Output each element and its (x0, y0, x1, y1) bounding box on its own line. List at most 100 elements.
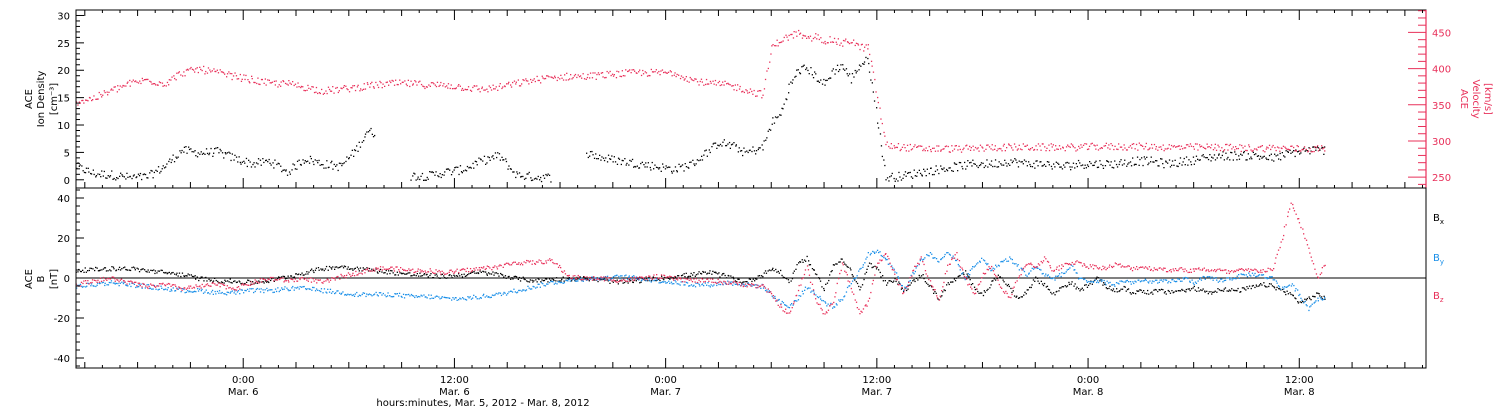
bx-point (145, 270, 147, 273)
bx-point (1171, 290, 1173, 292)
velocity-point (277, 86, 279, 88)
ion-density-point (447, 168, 449, 170)
velocity-point (772, 44, 774, 46)
bx-point (280, 276, 283, 278)
velocity-point (1016, 149, 1018, 151)
bz-point (547, 259, 549, 261)
velocity-point (525, 80, 528, 82)
ion-density-point (188, 146, 190, 148)
bx-point (1143, 290, 1145, 292)
bz-point (864, 305, 866, 307)
ion-density-point (175, 156, 177, 158)
bx-point (332, 266, 334, 268)
by-point (690, 284, 693, 286)
velocity-point (481, 87, 483, 90)
bx-point (782, 276, 784, 278)
ion-density-point (520, 176, 522, 178)
bz-point (798, 284, 800, 287)
by-point (236, 291, 239, 293)
velocity-point (631, 69, 633, 71)
bz-point (1092, 264, 1094, 266)
velocity-point (229, 72, 231, 75)
ion-density-point (748, 149, 751, 152)
by-point (548, 281, 551, 284)
bx-point (537, 277, 539, 280)
bz-point (461, 268, 463, 270)
by-point (1156, 279, 1158, 281)
velocity-point (168, 79, 170, 81)
ion-density-point (842, 64, 844, 66)
bz-point (829, 305, 831, 307)
bz-point (316, 282, 318, 284)
by-point (377, 295, 379, 297)
ion-density-point (238, 156, 240, 158)
velocity-point (228, 71, 230, 73)
velocity-point (684, 78, 686, 80)
by-point (623, 278, 625, 280)
ion-density-point (142, 173, 144, 176)
ion-density-point (309, 155, 312, 158)
velocity-point (1153, 143, 1156, 146)
by-point (1133, 282, 1135, 285)
bz-point (85, 282, 88, 284)
bz-point (95, 280, 97, 282)
ion-density-point (457, 166, 459, 168)
by-point (628, 276, 630, 278)
ion-density-point (643, 164, 645, 166)
bx-point (515, 276, 518, 278)
bz-point (1108, 266, 1110, 268)
by-point (559, 281, 561, 284)
bz-point (528, 261, 530, 263)
bz-point (285, 280, 287, 282)
bz-point (679, 277, 681, 279)
bz-point (393, 270, 396, 272)
bx-point (922, 274, 924, 276)
velocity-point (734, 84, 736, 86)
ion-density-point (781, 107, 783, 109)
by-point (346, 294, 348, 296)
velocity-point (207, 67, 210, 69)
ion-density-point (1016, 161, 1018, 164)
velocity-point (574, 73, 577, 76)
ion-density-point (319, 164, 321, 166)
velocity-point (867, 48, 869, 50)
bx-point (397, 274, 399, 276)
bz-point (355, 270, 357, 273)
bz-point (1043, 256, 1046, 258)
bz-point (855, 301, 858, 303)
ion-density-point (244, 162, 246, 164)
ion-density-point (208, 152, 211, 154)
velocity-point (934, 150, 937, 152)
bx-point (935, 292, 937, 294)
velocity-point (648, 74, 650, 77)
ion-density-point (372, 136, 375, 138)
bx-point (1146, 293, 1148, 295)
ion-density-point (337, 169, 339, 172)
by-point (1304, 300, 1306, 303)
ion-density-point (959, 162, 962, 164)
ion-density-point (292, 163, 294, 165)
by-point (391, 296, 394, 298)
ion-density-point (285, 169, 287, 171)
velocity-point (132, 79, 134, 81)
velocity-point (134, 80, 136, 83)
bx-point (912, 280, 914, 282)
bz-point (1046, 260, 1049, 263)
bz-point (352, 272, 354, 274)
by-point (574, 279, 576, 281)
by-point (387, 292, 389, 294)
velocity-point (1193, 148, 1195, 150)
by-point (362, 292, 364, 294)
bx-point (132, 266, 135, 268)
bx-point (129, 269, 132, 272)
ion-density-point (817, 80, 819, 82)
bx-point (122, 267, 125, 269)
by-point (218, 290, 221, 292)
bx-point (363, 268, 365, 270)
ion-density-point (1238, 155, 1240, 157)
ion-density-point (844, 69, 846, 71)
ion-density-point (1007, 163, 1010, 165)
bz-point (120, 278, 123, 280)
by-point (322, 292, 324, 294)
velocity-point (165, 85, 167, 87)
